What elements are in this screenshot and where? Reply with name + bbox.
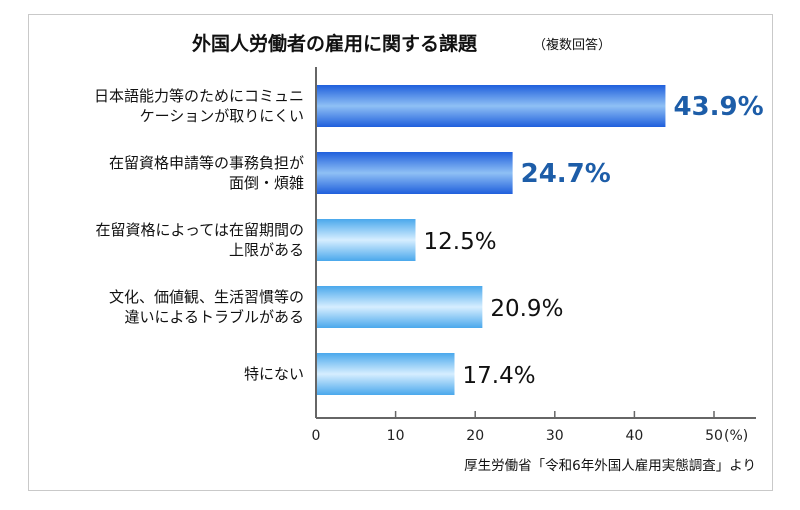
x-tick-label: 50 [705, 428, 723, 444]
x-tick-label: 0 [312, 428, 321, 444]
category-label: 在留資格によっては在留期間の [95, 221, 304, 239]
data-label: 24.7% [521, 159, 611, 189]
category-label: 違いによるトラブルがある [124, 308, 304, 326]
bars-group: 43.9% 24.7% 12.5% 20.9% 17.4% [316, 85, 764, 395]
source-note: 厚生労働省「令和6年外国人雇用実態調査」より [464, 457, 756, 474]
data-label: 43.9% [673, 92, 763, 122]
bar [316, 286, 483, 328]
bar [316, 219, 416, 261]
category-label: 面倒・煩雑 [229, 174, 304, 192]
bar [316, 353, 455, 395]
x-unit-label: (%) [724, 428, 748, 444]
x-axis: 0 10 20 30 40 50 (%) [312, 67, 756, 444]
x-tick-label: 30 [546, 428, 564, 444]
category-label: ケーションが取りにくい [140, 107, 304, 125]
bar [316, 85, 666, 127]
chart-frame: 外国人労働者の雇用に関する課題 （複数回答） 43.9% 24.7% 12.5% 20… [28, 14, 773, 491]
bar [316, 152, 513, 194]
chart-subtitle: （複数回答） [533, 37, 611, 53]
category-label: 日本語能力等のためにコミュニ [94, 87, 304, 105]
bar-chart: 外国人労働者の雇用に関する課題 （複数回答） 43.9% 24.7% 12.5% 20… [94, 32, 764, 474]
category-label: 特にない [244, 365, 304, 383]
category-label: 文化、価値観、生活習慣等の [109, 288, 304, 306]
data-label: 20.9% [490, 296, 563, 322]
x-tick-label: 20 [466, 428, 484, 444]
data-label: 17.4% [463, 363, 536, 389]
data-label: 12.5% [424, 229, 497, 255]
x-tick-label: 10 [387, 428, 405, 444]
category-labels: 日本語能力等のためにコミュニケーションが取りにくい在留資格申請等の事務負担が面倒… [94, 87, 304, 383]
x-tick-label: 40 [625, 428, 643, 444]
category-label: 上限がある [229, 241, 304, 259]
category-label: 在留資格申請等の事務負担が [109, 154, 304, 172]
chart-title: 外国人労働者の雇用に関する課題 [192, 32, 478, 55]
